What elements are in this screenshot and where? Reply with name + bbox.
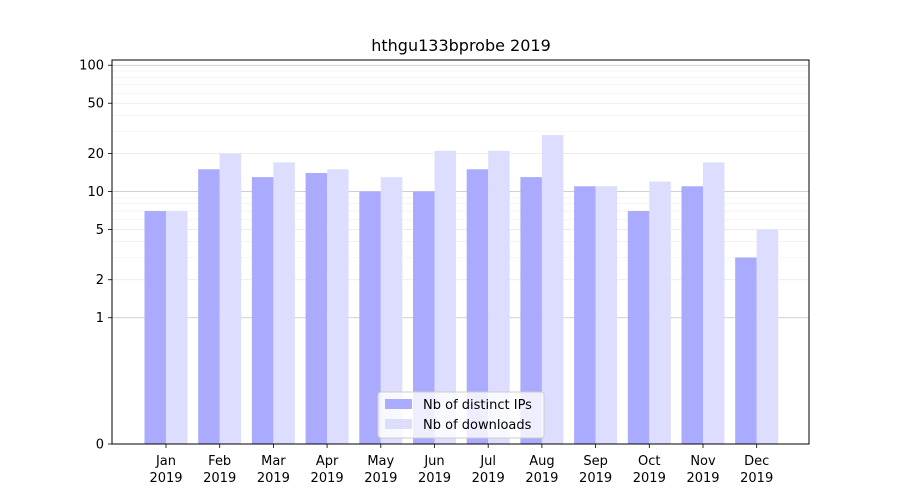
bar-distinct-ips <box>520 177 542 445</box>
bar-distinct-ips <box>305 173 328 444</box>
x-tick-label-month: Oct <box>638 454 660 469</box>
bar-distinct-ips <box>681 186 703 445</box>
bar-distinct-ips <box>574 186 596 445</box>
bar-downloads <box>327 169 349 444</box>
bar-distinct-ips <box>144 211 166 444</box>
y-tick-label: 10 <box>87 185 104 200</box>
bar-distinct-ips <box>198 169 220 444</box>
x-tick-label-year: 2019 <box>364 471 397 486</box>
bar-distinct-ips <box>466 169 489 444</box>
bar-downloads <box>488 150 510 444</box>
bar-downloads <box>434 150 456 444</box>
x-tick-label-year: 2019 <box>472 471 505 486</box>
legend-box <box>377 391 545 439</box>
bar-downloads <box>273 162 295 444</box>
x-tick-label-year: 2019 <box>203 471 236 486</box>
x-tick-label-year: 2019 <box>686 471 719 486</box>
bar-downloads <box>756 229 779 444</box>
legend-swatch <box>385 399 412 409</box>
bar-downloads <box>219 153 242 444</box>
bar-distinct-ips <box>413 191 435 444</box>
x-tick-label-month: Jul <box>479 454 496 469</box>
plot-frame <box>111 59 810 445</box>
x-tick-label-year: 2019 <box>579 471 612 486</box>
bar-distinct-ips <box>251 177 274 445</box>
y-tick-label: 1 <box>96 311 104 326</box>
legend-label: Nb of distinct IPs <box>423 398 532 413</box>
x-tick-label-month: Dec <box>744 454 769 469</box>
x-tick-label-year: 2019 <box>525 471 558 486</box>
x-tick-label-year: 2019 <box>311 471 344 486</box>
x-tick-label-year: 2019 <box>740 471 773 486</box>
axes: 0 1 2 5 10 20 50 100 Jan 2019 Feb 2019 Mar 2019 Apr 201… <box>79 59 810 486</box>
x-tick-label-month: Jun <box>423 454 444 469</box>
x-tick-label-month: Feb <box>208 454 231 469</box>
bar-downloads <box>541 135 564 444</box>
y-tick-label: 5 <box>96 223 104 238</box>
x-tick-label-month: Nov <box>690 454 716 469</box>
x-tick-label-year: 2019 <box>257 471 290 486</box>
y-tick-label: 100 <box>79 59 104 74</box>
x-tick-label-month: Sep <box>583 454 608 469</box>
x-tick-label-month: Jan <box>155 454 176 469</box>
bar-downloads <box>380 177 403 445</box>
chart-title: hthgu133bprobe 2019 <box>371 36 551 55</box>
bar-downloads <box>595 186 618 445</box>
x-tick-label-month: Aug <box>529 454 554 469</box>
bar-downloads <box>703 162 725 444</box>
y-tick-label: 0 <box>96 438 104 453</box>
legend: Nb of distinct IPs Nb of downloads <box>377 391 545 439</box>
bars <box>144 135 779 445</box>
x-tick-label-year: 2019 <box>418 471 451 486</box>
bar-distinct-ips <box>359 191 381 444</box>
legend-label: Nb of downloads <box>423 418 532 433</box>
x-tick-label-year: 2019 <box>633 471 666 486</box>
legend-swatch <box>385 419 412 429</box>
bar-distinct-ips <box>627 211 650 444</box>
x-tick-label-month: Mar <box>261 454 286 469</box>
bar-downloads <box>649 181 671 444</box>
y-tick-label: 50 <box>87 97 104 112</box>
x-tick-label-year: 2019 <box>149 471 182 486</box>
bar-downloads <box>166 211 188 444</box>
y-tick-label: 20 <box>87 147 104 162</box>
x-tick-label-month: Apr <box>316 454 339 469</box>
bar-distinct-ips <box>735 257 757 444</box>
x-tick-label-month: May <box>367 454 394 469</box>
y-tick-label: 2 <box>96 273 104 288</box>
